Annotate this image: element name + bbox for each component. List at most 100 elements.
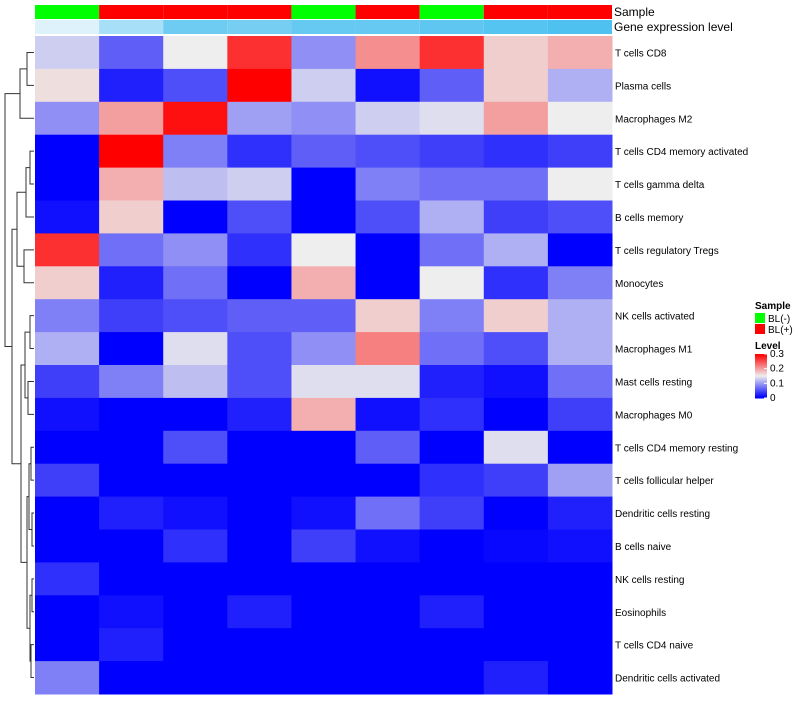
heatmap-cell	[35, 529, 100, 563]
heatmap-cell	[99, 661, 164, 695]
heatmap-cell	[483, 233, 549, 267]
heatmap-cell	[547, 134, 613, 169]
heatmap-cell	[227, 68, 292, 103]
sample-annotation-cell	[99, 5, 164, 19]
row-label: Monocytes	[615, 279, 663, 290]
legend-sample-label: BL(-)	[768, 314, 790, 325]
legend-gradient-step	[755, 372, 767, 374]
heatmap-cell	[35, 397, 100, 432]
heatmap-cell	[227, 529, 292, 563]
heatmap-cell	[227, 332, 292, 366]
heatmap-cell	[355, 101, 421, 136]
heatmap-cell	[355, 529, 421, 563]
row-label: Plasma cells	[615, 81, 671, 92]
heatmap-cell	[419, 68, 485, 103]
legend-tick-label: 0	[770, 393, 776, 404]
heatmap-cell	[547, 101, 613, 136]
heatmap-cell	[355, 365, 421, 399]
legend-gradient-step	[755, 362, 767, 364]
heatmap-cell	[35, 36, 100, 70]
heatmap-cell	[99, 266, 164, 300]
heatmap-cell	[419, 529, 485, 563]
heatmap-cell	[163, 299, 228, 333]
heatmap-cell	[483, 595, 549, 629]
heatmap-cell	[419, 628, 485, 662]
legend-gradient-step	[755, 360, 767, 362]
heatmap-cell	[547, 365, 613, 399]
expression-annotation-cell	[547, 20, 612, 34]
heatmap-cell	[419, 332, 485, 366]
legend-gradient-step	[755, 396, 767, 398]
heatmap-cell	[483, 463, 549, 498]
heatmap-cell	[355, 266, 421, 300]
heatmap-cell	[35, 299, 100, 333]
heatmap-cell	[163, 134, 228, 169]
heatmap-cell	[483, 36, 549, 70]
heatmap-cell	[419, 134, 485, 169]
heatmap-cell	[547, 36, 613, 70]
dendrogram-branch	[29, 315, 34, 350]
legend-gradient-step	[755, 358, 767, 360]
heatmap-cell	[483, 529, 549, 563]
legend-gradient-step	[755, 359, 767, 361]
heatmap-cell	[547, 463, 613, 498]
heatmap-cell	[35, 430, 100, 465]
legend-gradient-step	[755, 392, 767, 394]
legend-gradient-step	[755, 378, 767, 380]
heatmap-cell	[35, 595, 100, 629]
sample-annotation-cell	[163, 5, 228, 19]
legend-gradient-step	[755, 371, 767, 373]
heatmap-cell	[419, 36, 485, 70]
row-label: Macrophages M2	[615, 114, 693, 125]
heatmap-cell	[547, 266, 613, 300]
heatmap-cell	[163, 36, 228, 70]
dendrogram-branch	[16, 191, 26, 267]
expression-annotation-cell	[227, 20, 292, 34]
expression-annotation-cell	[99, 20, 164, 34]
heatmap-cell	[163, 529, 228, 563]
expression-annotation-cell	[483, 20, 548, 34]
legend-gradient-step	[755, 376, 767, 378]
legend-tick-label: 0.1	[770, 378, 784, 389]
heatmap-cell	[163, 430, 228, 465]
heatmap-cell	[483, 430, 549, 465]
heatmap-cell	[35, 365, 100, 399]
heatmap-cell	[227, 430, 292, 465]
legend-gradient-step	[755, 384, 767, 386]
heatmap-cell	[35, 101, 100, 136]
heatmap-cell	[291, 562, 357, 596]
legend-level-title: Level	[755, 341, 781, 352]
heatmap-cell	[419, 430, 485, 465]
heatmap-cell	[355, 332, 421, 366]
legend-gradient-step	[755, 390, 767, 392]
sample-annotation-cell	[547, 5, 612, 19]
legend-sample-swatch	[755, 324, 765, 334]
dendrogram-branch	[23, 249, 34, 284]
legend-gradient-step	[755, 387, 767, 389]
heatmap-cell	[483, 562, 549, 596]
heatmap-cell	[355, 68, 421, 103]
heatmap-cell	[355, 628, 421, 662]
heatmap-cell	[355, 397, 421, 432]
legend-gradient-step	[755, 357, 767, 359]
sample-annotation-cell	[355, 5, 420, 19]
heatmap-cell	[291, 299, 357, 333]
legend-gradient-step	[755, 355, 767, 357]
heatmap-cell	[547, 397, 613, 432]
heatmap-cell	[291, 397, 357, 432]
heatmap-cell	[419, 463, 485, 498]
heatmap-cell	[291, 365, 357, 399]
heatmap-cell	[227, 562, 292, 596]
legend-gradient-step	[755, 385, 767, 387]
heatmap-cell	[99, 101, 164, 136]
heatmap-cell	[99, 68, 164, 103]
legend-gradient-step	[755, 382, 767, 384]
heatmap-cell	[291, 200, 357, 234]
heatmap-cell	[547, 595, 613, 629]
dendrogram-branch	[31, 512, 34, 547]
heatmap-cell	[227, 463, 292, 498]
heatmap-cell	[483, 332, 549, 366]
row-label: T cells follicular helper	[615, 476, 714, 487]
